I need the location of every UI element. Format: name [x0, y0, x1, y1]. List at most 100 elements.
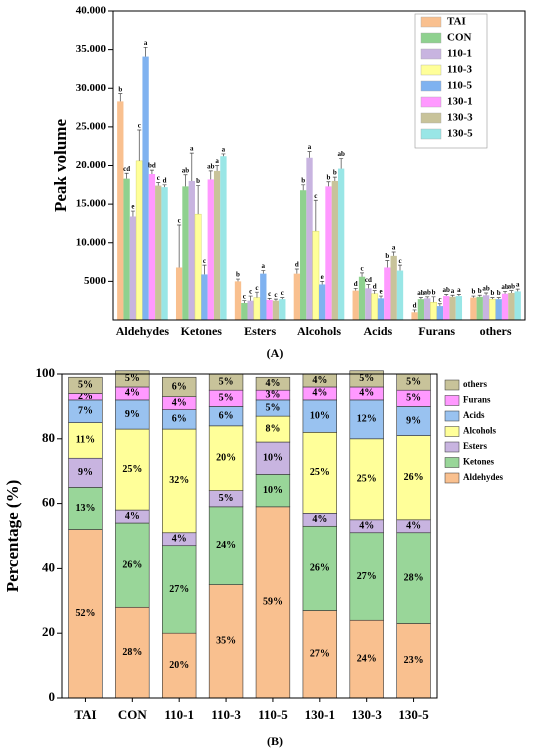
bar	[501, 293, 509, 320]
error-bar	[339, 158, 344, 169]
significance-letter: ab	[182, 166, 190, 174]
error-bar	[137, 129, 142, 161]
bar	[384, 267, 391, 320]
segment-label: 4%	[172, 534, 187, 545]
bar	[300, 190, 307, 320]
error-bar	[471, 295, 476, 298]
x-tick-label: 130-3	[352, 707, 383, 722]
error-bar	[149, 169, 154, 174]
bar	[207, 179, 214, 320]
error-bar	[418, 297, 423, 300]
significance-letter: b	[327, 173, 331, 181]
legend-label: Alcohols	[463, 426, 497, 436]
significance-letter: c	[314, 192, 317, 200]
significance-letter: cd	[123, 165, 130, 173]
segment-label: 4%	[406, 521, 421, 532]
bar	[117, 101, 124, 320]
error-bar	[162, 184, 167, 188]
y-tick-label: 60	[42, 495, 55, 510]
segment-label: 32%	[169, 475, 189, 486]
error-bar	[484, 292, 489, 296]
segment-label: 24%	[357, 653, 377, 664]
significance-letter: a	[457, 286, 461, 294]
segment-label: 12%	[357, 414, 377, 425]
error-bar	[267, 298, 272, 300]
bar	[253, 297, 261, 321]
segment-label: 4%	[265, 378, 280, 389]
bar	[188, 180, 195, 320]
bar	[417, 299, 425, 320]
bar	[411, 312, 418, 320]
bar-segment	[68, 422, 103, 459]
x-tick-label: Aldehydes	[116, 324, 170, 338]
y-tick-label: 100	[36, 365, 56, 380]
significance-letter: e	[321, 273, 324, 281]
segment-label: 4%	[359, 521, 374, 532]
x-tick-label: 130-5	[398, 707, 429, 722]
segment-label: 5%	[219, 393, 234, 404]
segment-label: 28%	[122, 647, 142, 658]
segment-label: 7%	[78, 406, 93, 417]
legend-label: 110-5	[447, 80, 473, 92]
segment-label: 8%	[265, 423, 280, 434]
significance-letter: a	[262, 262, 266, 270]
segment-label: 25%	[310, 467, 330, 478]
segment-label: 35%	[216, 636, 236, 647]
y-tick-label: 35.000	[76, 43, 107, 55]
error-bar	[360, 272, 365, 277]
x-tick-label: Acids	[364, 324, 393, 338]
bar	[306, 157, 313, 320]
bar	[175, 267, 183, 320]
legend-swatch	[420, 112, 442, 124]
significance-letter: a	[516, 281, 520, 289]
bar	[123, 178, 130, 320]
significance-letter: c	[255, 284, 258, 292]
bar	[182, 186, 189, 320]
error-bar	[515, 288, 520, 292]
bar-segment	[255, 506, 291, 699]
bar-segment	[162, 376, 197, 397]
bar-segment	[68, 529, 103, 699]
bar-segment	[162, 632, 197, 699]
significance-letter: c	[274, 291, 277, 299]
bar	[201, 274, 208, 320]
bar	[220, 156, 227, 320]
bar-segment	[208, 506, 244, 585]
legend-swatch	[420, 80, 442, 92]
segment-label: 9%	[78, 467, 93, 478]
segment-label: 5%	[219, 376, 234, 387]
significance-letter: e	[131, 203, 134, 211]
segment-label: 5%	[265, 402, 280, 413]
legend-label: Acids	[463, 410, 485, 420]
error-bar	[196, 185, 201, 215]
bar	[455, 296, 463, 320]
x-tick-label: 110-5	[258, 707, 288, 722]
significance-letter: a	[144, 39, 148, 47]
error-bar	[398, 264, 403, 271]
segment-label: 24%	[216, 540, 236, 551]
error-bar	[477, 294, 482, 297]
caption: (B)	[267, 734, 283, 748]
legend-label: 110-3	[447, 64, 473, 76]
significance-letter: ab	[207, 163, 215, 171]
bar	[371, 293, 379, 321]
bar-segment	[396, 435, 431, 521]
segment-label: 26%	[310, 563, 330, 574]
bar	[319, 284, 326, 320]
segment-label: 59%	[263, 597, 283, 608]
error-bar	[444, 294, 449, 297]
error-bar	[301, 184, 306, 191]
bar	[424, 298, 431, 320]
segment-label: 6%	[219, 410, 234, 421]
error-bar	[254, 291, 259, 298]
error-bar	[412, 309, 417, 313]
error-bar	[215, 165, 220, 171]
bar	[148, 173, 156, 320]
segment-label: 26%	[122, 559, 142, 570]
bar-segment	[349, 370, 384, 388]
x-tick-label: Esters	[244, 324, 276, 338]
y-axis-title: Peak volume	[51, 119, 70, 212]
segment-label: 52%	[75, 608, 95, 619]
y-tick-label: 10.000	[76, 236, 107, 248]
significance-letter: ab	[508, 282, 516, 290]
